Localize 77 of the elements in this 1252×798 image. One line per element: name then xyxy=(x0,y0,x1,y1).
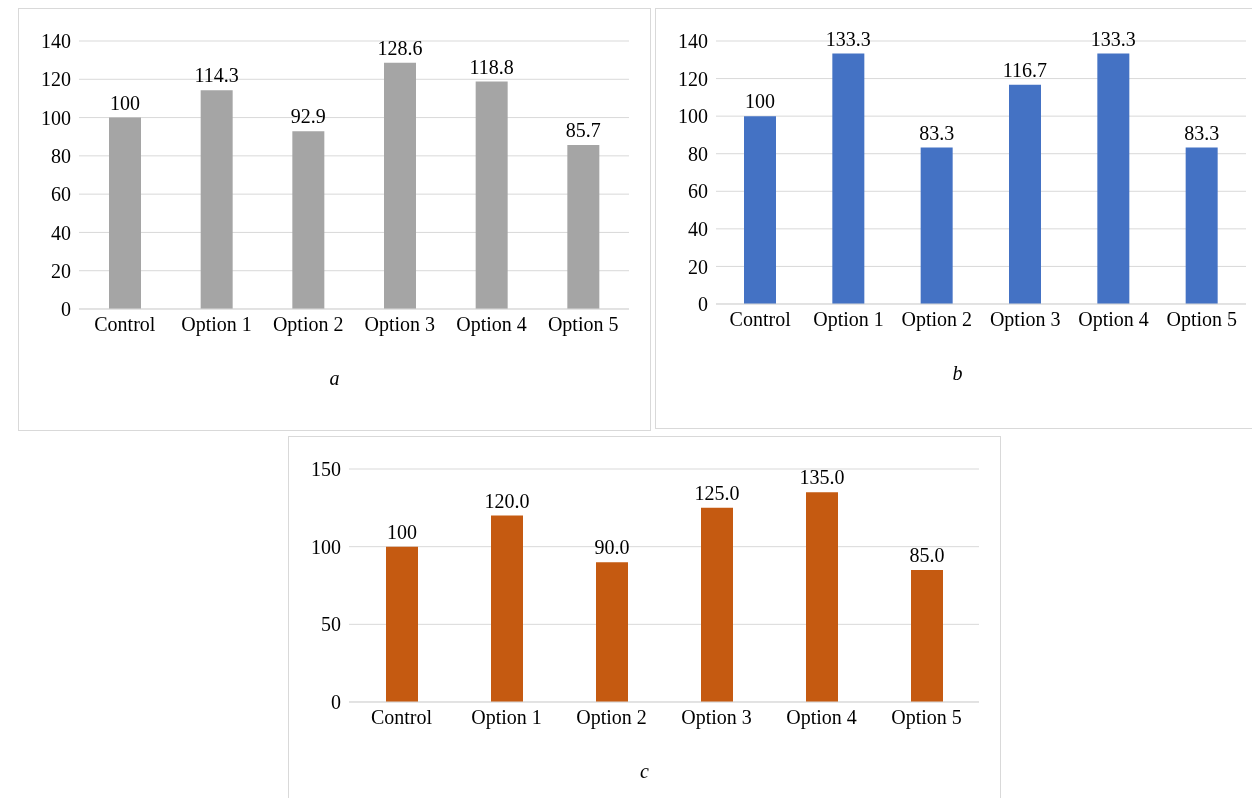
x-tick-label: Option 4 xyxy=(1078,308,1149,332)
y-tick-label: 50 xyxy=(321,613,341,636)
bar xyxy=(596,562,628,702)
bar xyxy=(806,492,838,702)
y-tick-label: 120 xyxy=(678,67,708,90)
bar xyxy=(911,569,943,702)
y-tick-label: 0 xyxy=(331,691,341,714)
data-label: 116.7 xyxy=(1002,58,1048,81)
x-tick-label: Option 4 xyxy=(786,706,857,730)
y-tick-label: 20 xyxy=(688,255,708,278)
y-tick-label: 100 xyxy=(678,105,708,128)
data-label: 120.0 xyxy=(484,489,530,512)
bar xyxy=(491,515,523,702)
y-tick-label: 140 xyxy=(41,30,71,53)
data-label: 85.0 xyxy=(909,543,945,566)
data-label: 133.3 xyxy=(1090,27,1136,50)
bar xyxy=(1009,84,1041,304)
data-label: 118.8 xyxy=(469,55,514,78)
data-label: 133.3 xyxy=(825,27,871,50)
data-label: 85.7 xyxy=(565,118,601,141)
x-tick-label: Option 4 xyxy=(456,313,527,337)
bar xyxy=(384,62,416,309)
data-label: 125.0 xyxy=(694,481,740,504)
y-tick-label: 150 xyxy=(311,458,341,481)
x-tick-label: Option 2 xyxy=(576,706,647,730)
bar xyxy=(475,81,508,309)
text: b xyxy=(951,362,964,385)
x-tick-label: Control xyxy=(370,706,433,729)
x-tick-label: Option 3 xyxy=(681,706,752,730)
data-label: 135.0 xyxy=(799,466,845,489)
bar xyxy=(1097,53,1130,304)
x-tick-label: Option 1 xyxy=(181,313,252,337)
y-tick-label: 100 xyxy=(311,535,341,558)
y-tick-label: 120 xyxy=(41,68,71,91)
x-tick-label: Option 2 xyxy=(901,308,973,332)
y-tick-label: 80 xyxy=(688,142,708,165)
x-tick-label: Option 5 xyxy=(547,313,619,337)
data-label: 83.3 xyxy=(1184,121,1220,144)
bar xyxy=(109,117,141,309)
x-tick-label: Control xyxy=(94,313,156,336)
data-label: 114.3 xyxy=(194,64,239,87)
bar xyxy=(386,546,418,702)
x-tick-label: Control xyxy=(729,308,792,331)
y-tick-label: 100 xyxy=(41,106,71,129)
data-label: 128.6 xyxy=(377,36,423,59)
bar xyxy=(832,53,865,304)
bar xyxy=(200,90,233,309)
data-label: 100 xyxy=(110,91,140,114)
y-tick-label: 60 xyxy=(688,180,708,203)
bar xyxy=(701,507,733,702)
bar xyxy=(567,144,600,309)
data-label: 83.3 xyxy=(919,121,955,144)
data-label: 92.9 xyxy=(290,105,326,128)
y-tick-label: 80 xyxy=(51,144,71,167)
bar xyxy=(920,147,953,304)
data-label: 100 xyxy=(745,90,775,113)
y-tick-label: 40 xyxy=(51,221,71,244)
x-tick-label: Option 2 xyxy=(272,313,344,337)
data-label: 100 xyxy=(387,520,417,543)
text: c xyxy=(639,760,650,783)
text: a xyxy=(328,367,341,390)
x-tick-label: Option 1 xyxy=(471,706,542,730)
y-tick-label: 40 xyxy=(688,217,708,240)
y-tick-label: 60 xyxy=(51,183,71,206)
x-tick-label: Option 5 xyxy=(891,706,962,730)
data-label: 90.0 xyxy=(594,536,630,559)
x-tick-label: Option 1 xyxy=(813,308,884,332)
y-tick-label: 0 xyxy=(61,298,71,321)
bar xyxy=(744,116,776,304)
bar xyxy=(292,131,325,309)
y-tick-label: 0 xyxy=(698,293,708,316)
bar xyxy=(1185,147,1218,304)
x-tick-label: Option 3 xyxy=(364,313,436,337)
x-tick-label: Option 3 xyxy=(989,308,1061,332)
y-tick-label: 140 xyxy=(678,30,708,53)
y-tick-label: 20 xyxy=(51,259,71,282)
x-tick-label: Option 5 xyxy=(1166,308,1238,332)
